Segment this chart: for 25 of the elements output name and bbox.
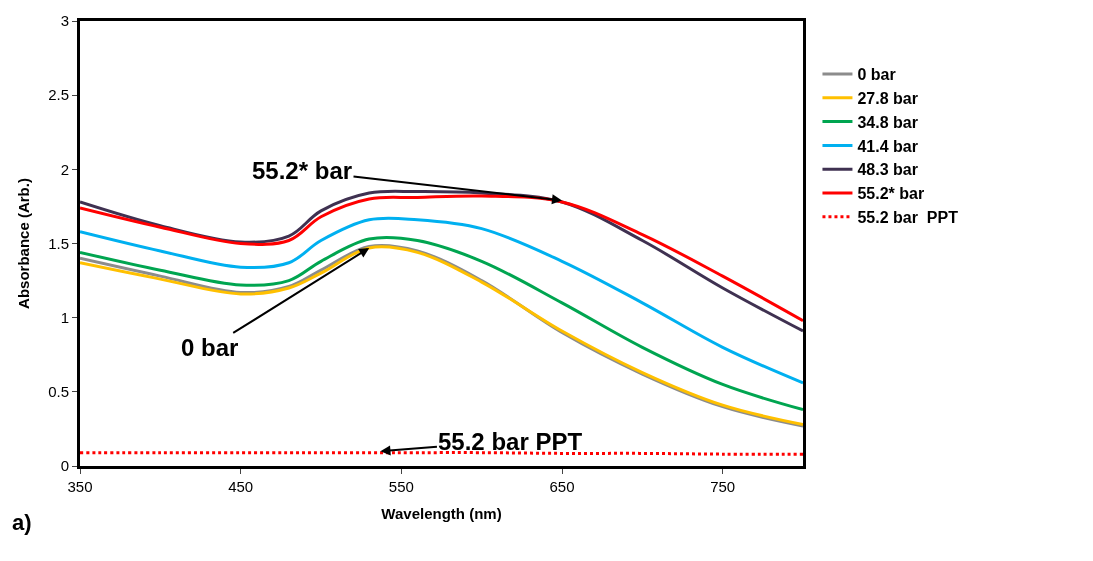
y-tick-label: 3 <box>60 12 69 30</box>
x-tick-label: 450 <box>228 478 254 495</box>
y-tick-label: 0 <box>60 457 69 475</box>
annotation: 55.2* bar <box>252 157 353 184</box>
y-tick-label: 1 <box>60 308 69 326</box>
x-tick-label: 350 <box>67 478 93 495</box>
legend-label: 48.3 bar <box>857 161 918 179</box>
legend-label: 55.2 bar PPT <box>857 209 959 227</box>
annotation: 0 bar <box>181 334 239 361</box>
y-tick-label: 2 <box>60 160 69 178</box>
legend-label: 0 bar <box>857 66 896 84</box>
annotation: 55.2 bar PPT <box>438 428 583 455</box>
legend-label: 41.4 bar <box>857 137 918 155</box>
y-tick-label: 0.5 <box>48 383 69 401</box>
legend-label: 27.8 bar <box>857 90 918 108</box>
x-tick-label: 750 <box>710 478 736 495</box>
x-tick-label: 650 <box>549 478 575 495</box>
text: a) <box>12 510 32 535</box>
x-axis-title: Wavelength (nm) <box>381 505 502 522</box>
legend-label: 55.2* bar <box>857 185 925 203</box>
x-tick-label: 550 <box>388 478 414 495</box>
legend-label: 34.8 bar <box>857 113 918 131</box>
y-tick-label: 2.5 <box>48 86 69 104</box>
y-axis-title: Absorbance (Arb.) <box>15 178 33 309</box>
y-tick-label: 1.5 <box>48 234 69 252</box>
